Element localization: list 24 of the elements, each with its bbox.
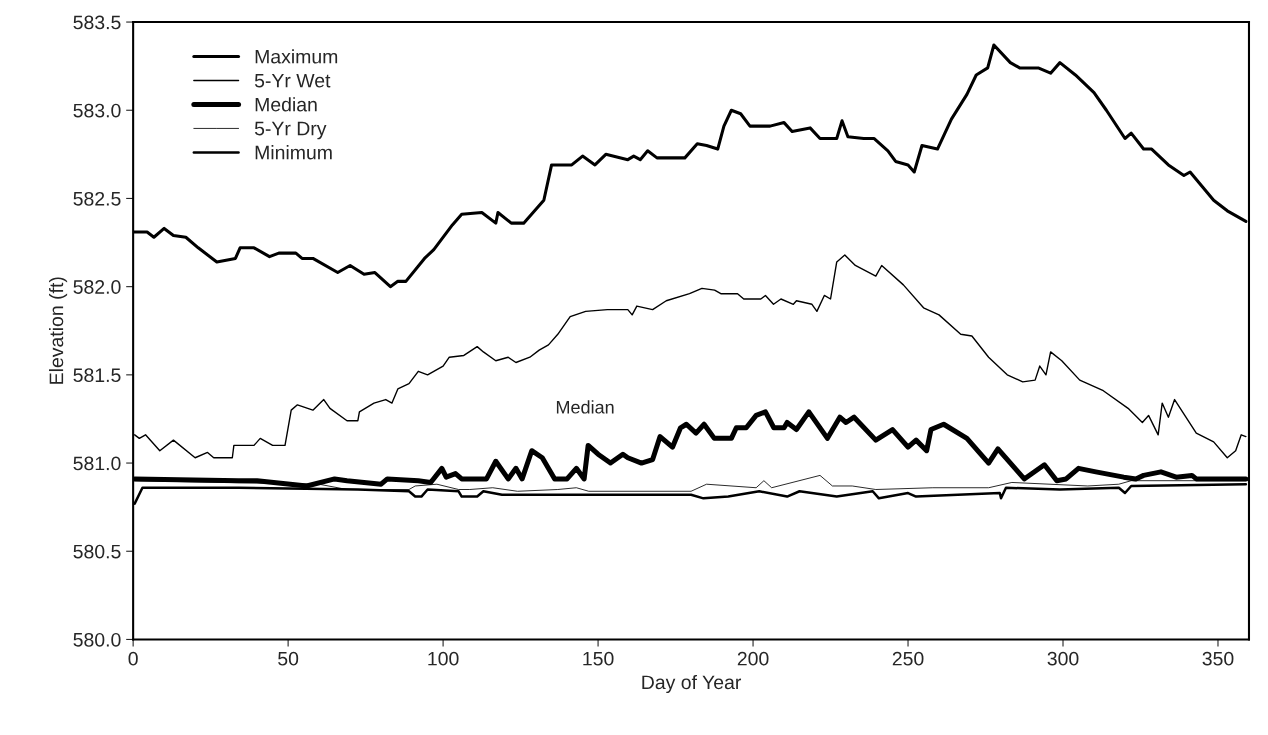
y-tick-label: 581.5 bbox=[73, 368, 121, 383]
annotation: Median bbox=[556, 400, 614, 414]
x-tick-label: 150 bbox=[583, 651, 614, 666]
y-tick-label: 582.5 bbox=[73, 191, 121, 206]
y-tick-label: 583.0 bbox=[73, 103, 121, 118]
legend-label: Maximum bbox=[255, 49, 338, 64]
x-tick-label: 200 bbox=[737, 651, 769, 666]
y-tick-label: 580.0 bbox=[73, 632, 121, 647]
y-tick-label: 583.5 bbox=[73, 15, 121, 30]
x-tick-label: 0 bbox=[128, 651, 138, 666]
y-tick-label: 581.0 bbox=[73, 456, 121, 471]
x-tick-label: 100 bbox=[428, 651, 459, 666]
x-tick-label: 50 bbox=[278, 651, 299, 666]
legend-label: Median bbox=[255, 97, 317, 112]
y-tick-label: 582.0 bbox=[73, 280, 121, 294]
y-tick-label: 580.5 bbox=[73, 544, 121, 559]
x-axis-title: Day of Year bbox=[642, 674, 742, 694]
y-axis-title: Elevation (ft) bbox=[49, 277, 68, 384]
legend-label: 5-Yr Wet bbox=[254, 73, 331, 88]
legend-label: 5-Yr Dry bbox=[254, 121, 327, 140]
legend-label: Minimum bbox=[255, 145, 332, 160]
x-tick-label: 300 bbox=[1047, 651, 1079, 666]
x-tick-label: 350 bbox=[1202, 651, 1234, 666]
x-tick-label: 250 bbox=[892, 651, 924, 666]
